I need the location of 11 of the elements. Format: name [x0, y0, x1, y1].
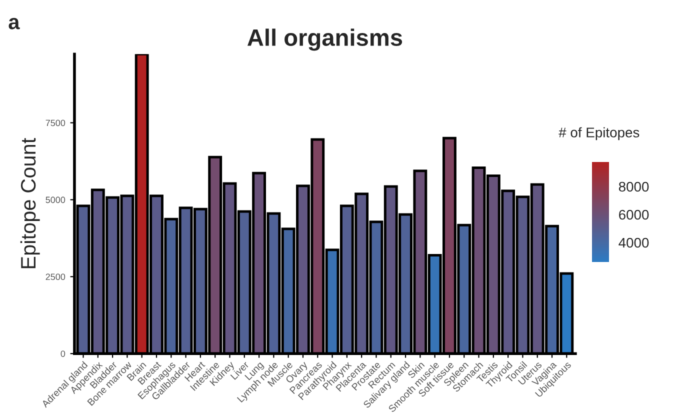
chart-title: All organisms [247, 28, 402, 51]
y-tick-label: 0 [60, 350, 66, 357]
color-bar-label: 8000 [618, 182, 649, 192]
y-tick-label: 7500 [46, 120, 66, 126]
y-axis-title: Epitope Count [20, 138, 40, 268]
color-bar-title: # of Epitopes [558, 127, 640, 140]
y-tick-label: 2500 [46, 274, 66, 280]
text: a [8, 18, 20, 30]
y-tick-label: 5000 [46, 196, 66, 204]
color-bar-label: 4000 [618, 238, 649, 248]
color-bar-label: 6000 [619, 210, 649, 220]
